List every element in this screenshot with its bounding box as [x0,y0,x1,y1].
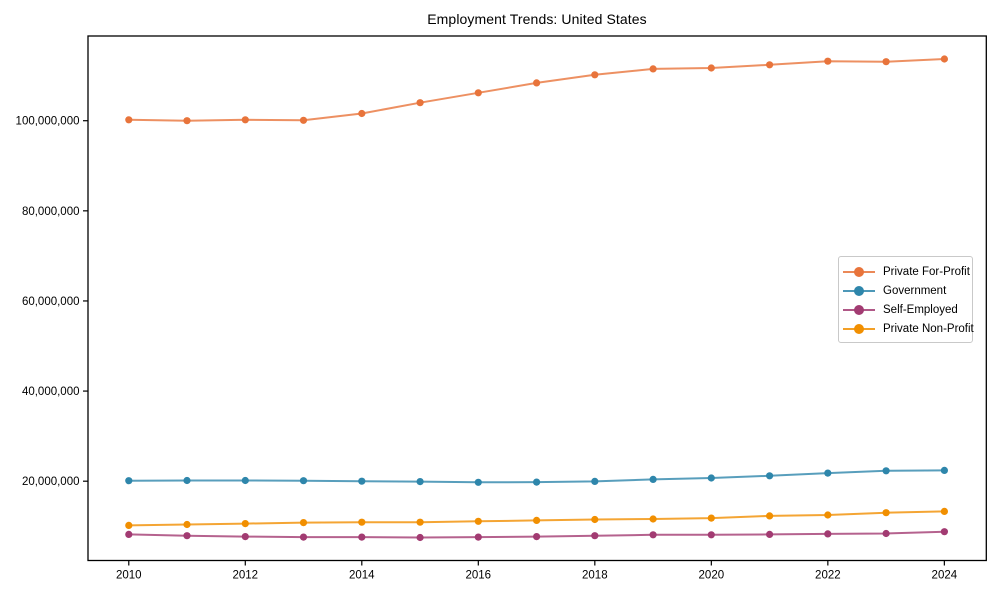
x-tick-label: 2024 [932,570,958,582]
data-point-self-employed [241,533,249,541]
plot-frame [87,35,987,562]
data-point-government [183,476,191,485]
y-tick-label: 40,000,000 [22,386,80,398]
data-point-private-non-profit [882,509,890,517]
legend: Private For-Profit Government Self-Emplo… [838,256,974,343]
y-tick-label: 60,000,000 [22,296,80,308]
data-point-self-employed [707,531,715,539]
data-point-private-for-profit [125,116,133,124]
legend-item-government: Government [843,281,966,300]
data-point-self-employed [416,533,424,542]
data-point-private-non-profit [358,518,366,526]
data-point-government [649,475,657,483]
data-point-government [416,478,424,486]
legend-label: Private Non-Profit [883,322,974,335]
data-point-self-employed [125,530,133,539]
legend-item-self-employed: Self-Employed [843,300,966,319]
x-tick-label: 2020 [699,570,725,582]
legend-item-private-non-profit: Private Non-Profit [843,319,974,338]
legend-marker-self-employed [843,304,875,315]
data-point-government [358,477,366,485]
data-point-self-employed [533,533,541,541]
data-point-private-non-profit [940,507,949,515]
data-point-private-non-profit [125,521,133,530]
data-point-government [766,472,774,480]
data-point-private-for-profit [183,117,191,125]
data-point-government [474,478,482,486]
data-point-private-non-profit [416,518,424,526]
x-tick-label: 2014 [349,570,375,582]
data-point-private-non-profit [299,519,308,527]
data-point-private-non-profit [183,520,191,529]
y-tick-label: 20,000,000 [22,476,80,488]
data-point-self-employed [766,530,774,539]
data-point-self-employed [649,531,657,539]
legend-label: Private For-Profit [883,265,970,278]
x-tick-label: 2016 [466,570,492,582]
data-point-government [591,477,599,485]
data-point-self-employed [299,533,308,541]
data-point-self-employed [940,528,949,536]
data-point-private-non-profit [591,515,599,524]
data-point-government [824,469,832,477]
legend-label: Government [883,284,947,297]
data-point-self-employed [474,533,482,541]
data-point-self-employed [591,532,599,540]
data-point-government [882,467,890,475]
legend-marker-government [843,285,875,296]
data-point-private-for-profit [533,79,541,87]
data-point-private-for-profit [707,64,715,72]
data-point-private-for-profit [766,61,774,69]
data-point-government [533,478,541,486]
data-point-private-for-profit [241,116,249,124]
y-tick-label: 80,000,000 [22,206,80,218]
data-point-self-employed [882,529,890,538]
data-point-private-non-profit [474,517,482,525]
x-tick-label: 2010 [116,570,142,582]
legend-label: Self-Employed [883,303,958,316]
x-tick-label: 2012 [232,570,258,582]
data-point-government [125,477,133,485]
data-point-private-non-profit [241,520,249,528]
legend-marker-private-non-profit [843,323,875,334]
data-point-private-for-profit [882,58,890,66]
x-tick-label: 2022 [815,570,841,582]
legend-item-private-for-profit: Private For-Profit [843,262,970,281]
x-tick-label: 2018 [582,570,608,582]
legend-marker-private-for-profit [843,266,875,277]
data-point-private-for-profit [299,116,308,124]
y-tick-label: 100,000,000 [16,116,80,128]
data-point-private-for-profit [591,71,599,79]
series-line-private-for-profit [128,58,945,122]
data-point-self-employed [183,532,191,540]
data-point-government [940,466,949,474]
data-point-private-non-profit [766,512,774,520]
data-point-private-non-profit [707,514,715,522]
data-point-private-for-profit [358,109,366,118]
data-point-private-for-profit [416,99,424,107]
data-point-government [707,474,715,482]
data-point-private-for-profit [824,57,832,65]
data-point-private-for-profit [940,55,949,63]
data-point-private-for-profit [474,89,482,97]
data-point-private-for-profit [649,65,657,73]
data-point-self-employed [824,530,832,538]
data-point-private-non-profit [824,511,832,519]
data-point-government [299,477,308,485]
data-point-private-non-profit [533,516,541,525]
data-point-government [241,476,249,485]
data-point-self-employed [358,533,366,541]
chart-title: Employment Trends: United States [427,11,647,27]
data-point-private-non-profit [649,515,657,523]
